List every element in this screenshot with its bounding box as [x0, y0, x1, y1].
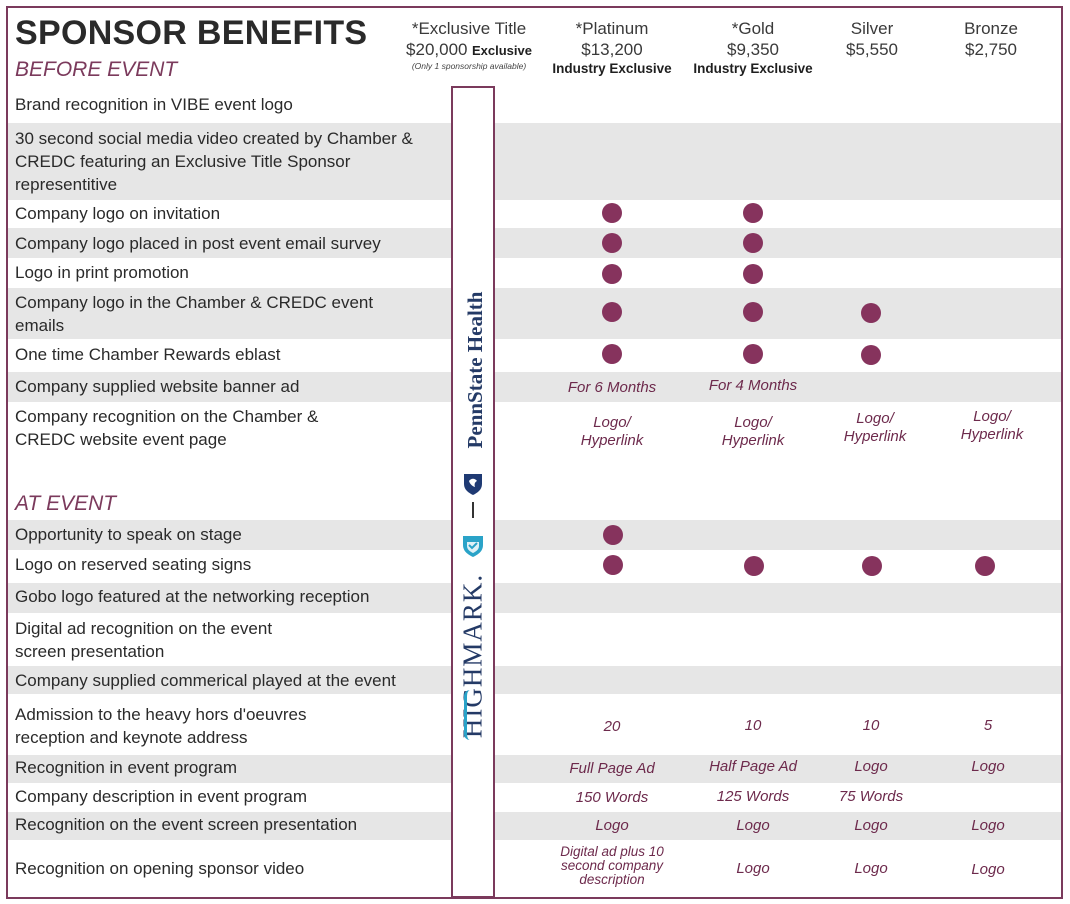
row-label: Company supplied website banner ad [15, 377, 300, 396]
row-band [7, 755, 1062, 783]
benefit-dot [743, 264, 763, 284]
row-band [7, 666, 1062, 694]
row-label: Company supplied commerical played at th… [15, 671, 396, 690]
row-label: Company logo placed in post event email … [15, 234, 381, 253]
cell-value: Logo [971, 758, 1005, 775]
logo-divider [472, 502, 474, 518]
benefit-dot [744, 556, 764, 576]
row-label: Recognition in event program [15, 758, 238, 777]
cell-value: Logo [736, 817, 770, 834]
row-band [7, 288, 1062, 339]
cell-value: 150 Words [575, 789, 649, 806]
row-label: Logo in print promotion [15, 263, 189, 282]
benefit-dot [603, 555, 623, 575]
row-label: Admission to the heavy hors d'oeuvres re… [15, 705, 307, 747]
tier-tag: Industry Exclusive [552, 61, 672, 76]
cell-value: Logo [971, 817, 1005, 834]
cell-value: 5 [983, 717, 993, 734]
tier-name: *Platinum [575, 19, 649, 38]
row-label: Logo on reserved seating signs [15, 555, 252, 574]
tier-header-silver: Silver $5,550 [846, 18, 898, 60]
cell-value: 10 [744, 717, 762, 734]
tier-price: $13,200 [581, 40, 643, 59]
row-label: Company recognition on the Chamber & CRE… [15, 407, 319, 449]
row-label: Recognition on the event screen presenta… [15, 815, 358, 834]
tier-price: $9,350 [727, 40, 779, 59]
cell-value: Logo/ Hyperlink [843, 410, 907, 445]
cell-value: Logo [854, 860, 888, 877]
tier-price: $20,000 [406, 40, 468, 59]
row-label: One time Chamber Rewards eblast [15, 345, 281, 364]
tier-header-platinum: *Platinum $13,200 Industry Exclusive [552, 18, 671, 78]
row-label: Opportunity to speak on stage [15, 525, 242, 544]
benefit-dot [743, 233, 763, 253]
tier-note: (Only 1 sponsorship available) [411, 61, 527, 71]
row-label: Recognition on opening sponsor video [15, 859, 305, 878]
tier-price: $5,550 [846, 40, 898, 59]
benefit-dot [743, 344, 763, 364]
cell-value: 125 Words [716, 788, 790, 805]
cell-value: Logo [971, 861, 1005, 878]
row-band [7, 583, 1062, 613]
benefit-dot [602, 233, 622, 253]
tier-header-exclusive-title: *Exclusive Title $20,000 Exclusive (Only… [406, 18, 532, 72]
benefit-dot [743, 203, 763, 223]
cell-value: Full Page Ad [569, 760, 655, 777]
tier-name: *Gold [731, 19, 775, 38]
benefit-dot [602, 203, 622, 223]
tier-tag: Industry Exclusive [693, 61, 813, 76]
row-band [7, 372, 1062, 402]
cell-value: Logo/ Hyperlink [580, 414, 644, 449]
cell-value: Logo [854, 817, 888, 834]
tier-price: $2,750 [965, 40, 1017, 59]
benefit-dot [602, 344, 622, 364]
cell-value: For 4 Months [708, 377, 798, 394]
cell-value: Logo/ Hyperlink [721, 414, 785, 449]
cell-value: Half Page Ad [709, 758, 797, 775]
tier-name: Silver [850, 19, 894, 38]
cell-value: Digital ad plus 10 second company descri… [560, 844, 664, 887]
pennstate-shield-icon [464, 474, 482, 495]
cell-value: 20 [603, 718, 621, 735]
highmark-swoosh [464, 690, 473, 740]
row-label: Company description in event program [15, 787, 307, 806]
row-label: Company logo in the Chamber & CREDC even… [15, 293, 374, 335]
cell-value: Logo [595, 817, 629, 834]
tier-header-bronze: Bronze $2,750 [964, 18, 1018, 60]
row-label: 30 second social media video created by … [15, 129, 413, 194]
row-band [7, 520, 1062, 550]
row-label: Brand recognition in VIBE event logo [15, 95, 293, 114]
cell-value: Logo [854, 758, 888, 775]
row-label: Digital ad recognition on the event scre… [15, 619, 273, 661]
page-title: SPONSOR BENEFITS [15, 14, 368, 52]
highmark-shield-icon [463, 536, 483, 557]
tier-header-gold: *Gold $9,350 Industry Exclusive [693, 18, 812, 78]
row-label: Gobo logo featured at the networking rec… [15, 587, 370, 606]
benefit-dot [602, 264, 622, 284]
benefit-dot [861, 345, 881, 365]
row-label: Company logo on invitation [15, 204, 221, 223]
cell-value: Logo/ Hyperlink [960, 408, 1024, 443]
sponsor-logo-column [451, 86, 495, 898]
row-band [7, 123, 1062, 200]
benefit-dot [861, 303, 881, 323]
cell-value: Logo [736, 860, 770, 877]
tier-name: *Exclusive Title [411, 19, 527, 38]
benefit-dot [603, 525, 623, 545]
pennstate-health-logo: PennState Health [463, 291, 487, 449]
table-frame [6, 6, 1063, 899]
tier-name: Bronze [964, 19, 1018, 38]
benefit-dot [975, 556, 995, 576]
section-at-event: AT EVENT [15, 492, 117, 515]
benefit-dot [743, 302, 763, 322]
cell-value: 75 Words [838, 788, 904, 805]
row-band [7, 812, 1062, 840]
tier-tag: Exclusive [471, 43, 532, 58]
cell-value: 10 [862, 717, 880, 734]
benefit-dot [602, 302, 622, 322]
cell-value: For 6 Months [567, 379, 657, 396]
section-before-event: BEFORE EVENT [15, 58, 178, 81]
benefit-dot [862, 556, 882, 576]
row-band [7, 228, 1062, 258]
